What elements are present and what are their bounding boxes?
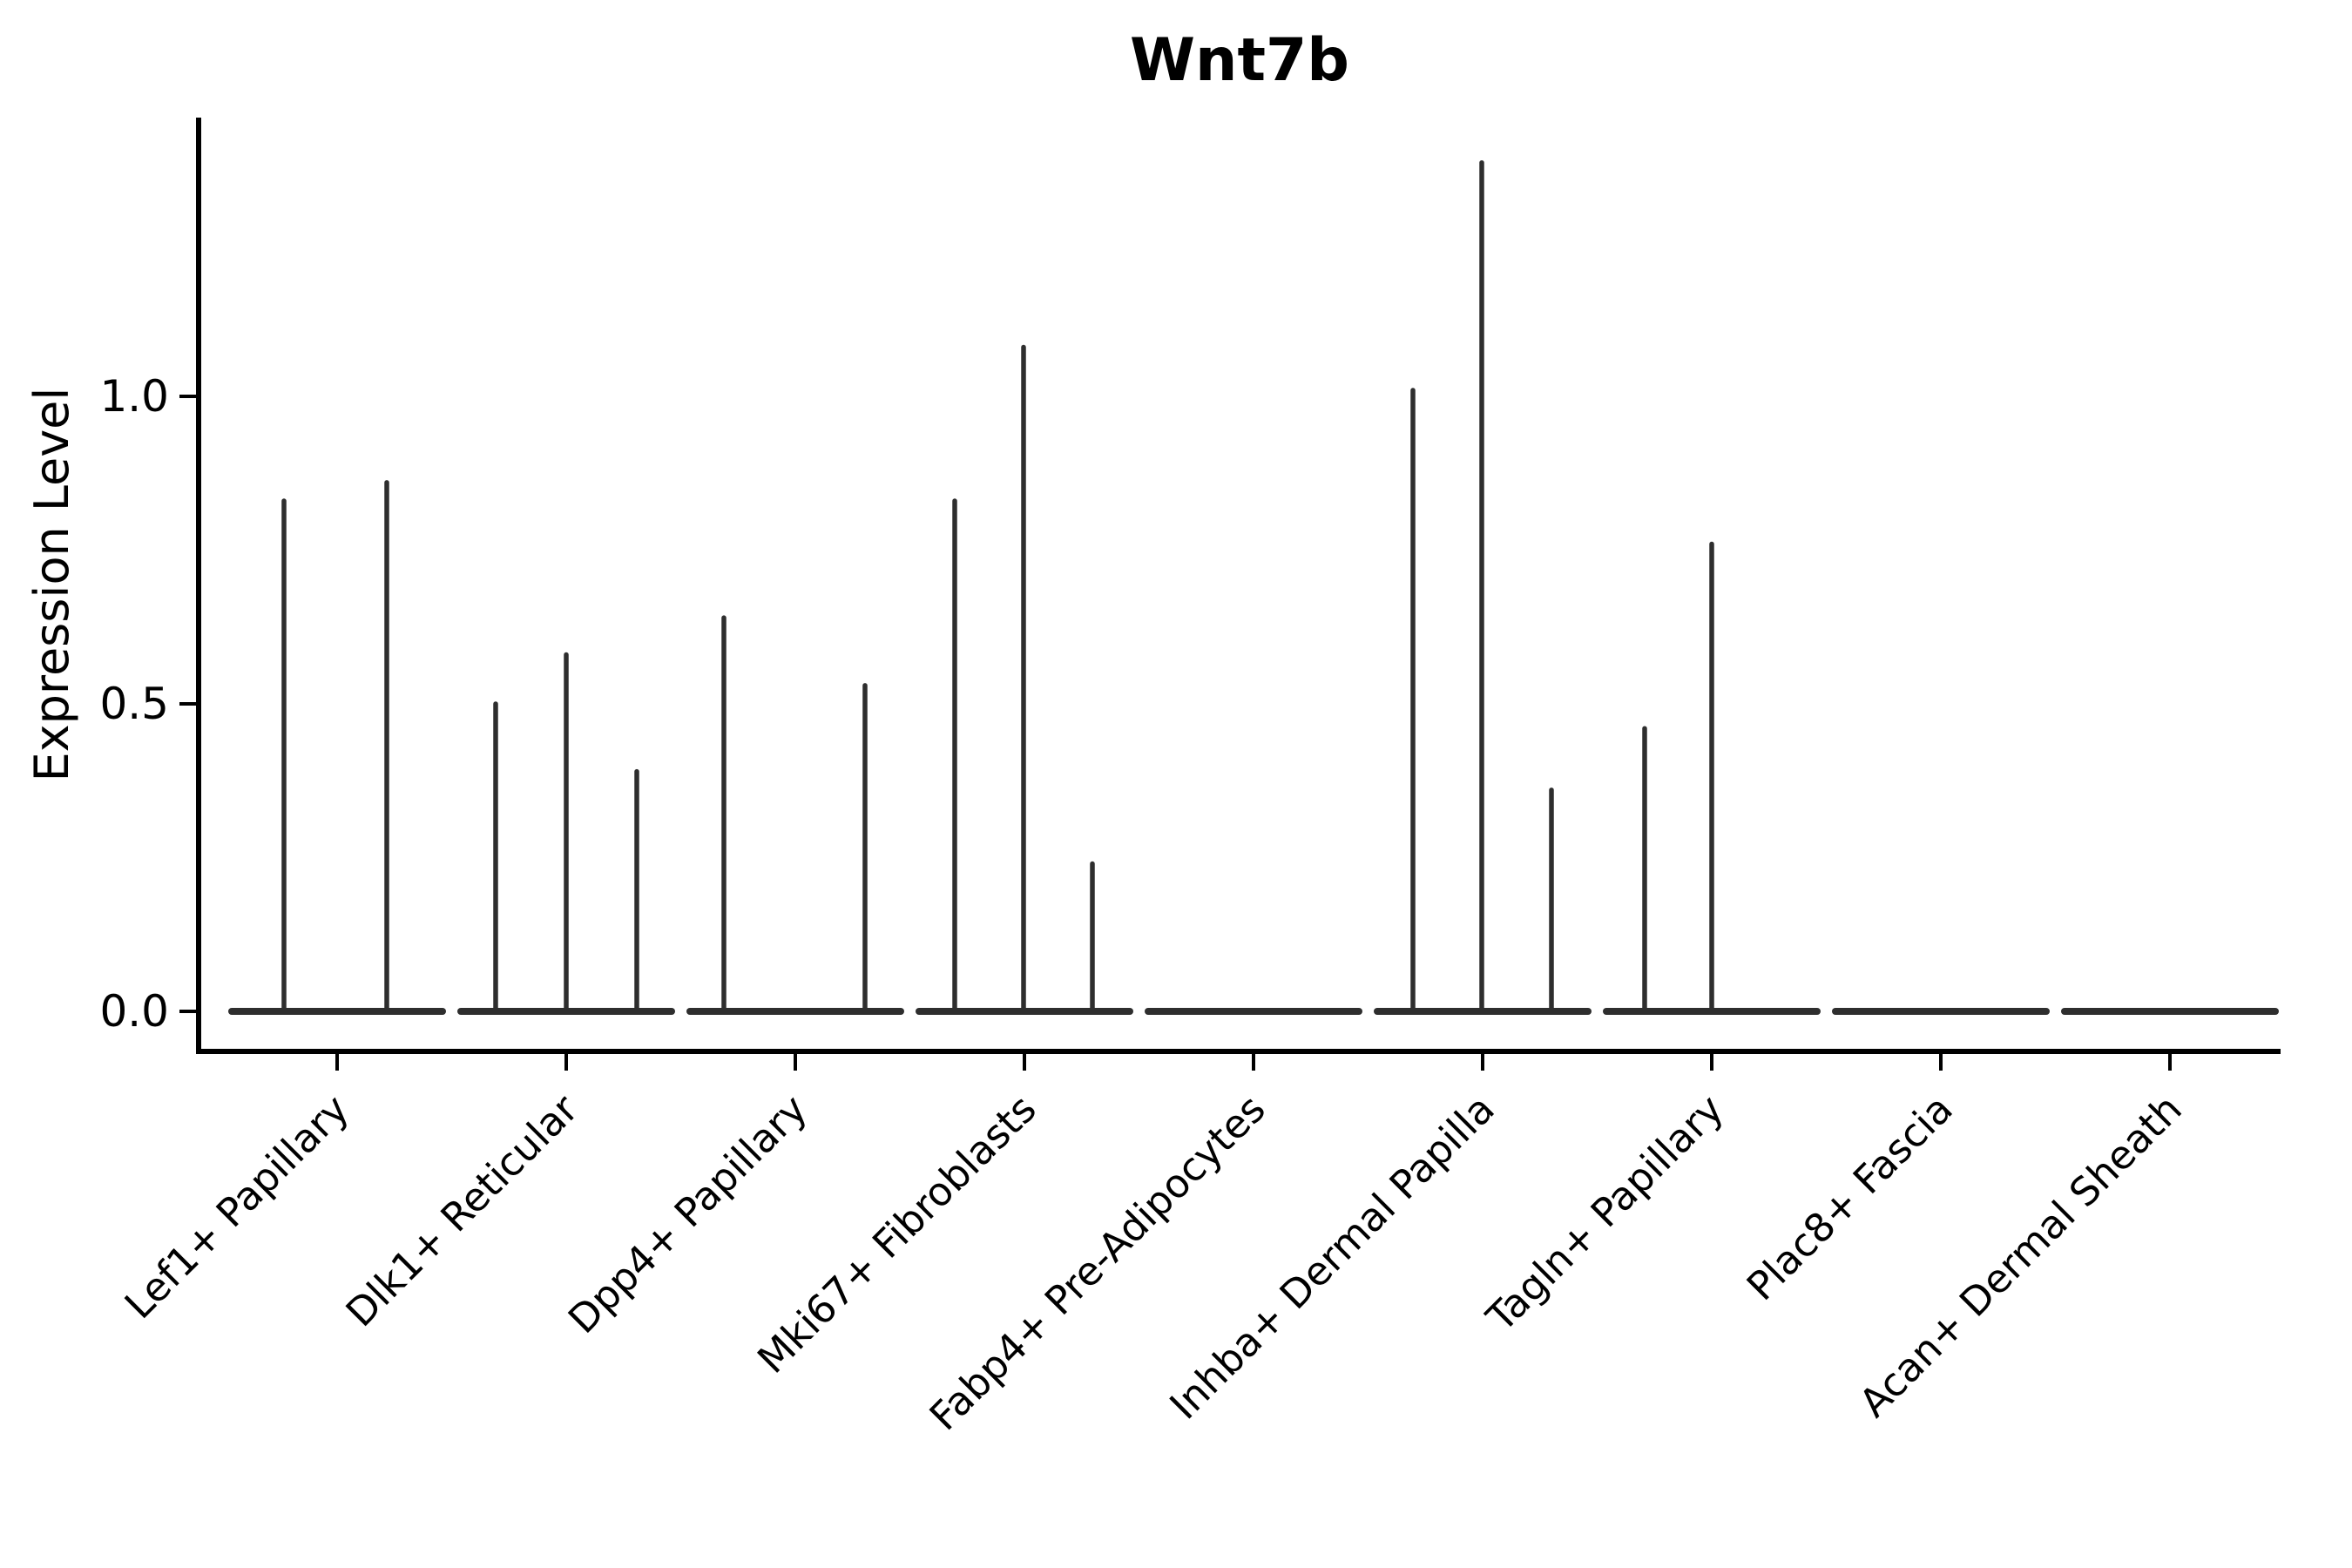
x-tick-label: Dpp4+ Papillary [559,1085,816,1342]
violin [1374,159,1592,1015]
chart-title: Wnt7b [1130,26,1349,95]
violin [686,615,904,1015]
axes [179,118,2281,1071]
violin [916,344,1133,1015]
y-tick-label: 1.0 [99,371,169,422]
y-axis-label: Expression Level [24,388,79,782]
y-tick-labels: 0.0 0.5 1.0 [99,371,169,1037]
violins [228,159,2279,1015]
y-tick-label: 0.0 [99,986,169,1037]
x-tick-label: Lef1+ Papillary [116,1085,358,1328]
y-tick-label: 0.5 [99,679,169,729]
x-tick-label: Tagln+ Papillary [1477,1085,1733,1341]
x-tick-label: Plac8+ Fascia [1738,1085,1962,1309]
violin [457,652,675,1015]
violin [228,480,446,1015]
x-tick-label: Dlk1+ Reticular [337,1085,587,1335]
violin [1603,541,1821,1015]
